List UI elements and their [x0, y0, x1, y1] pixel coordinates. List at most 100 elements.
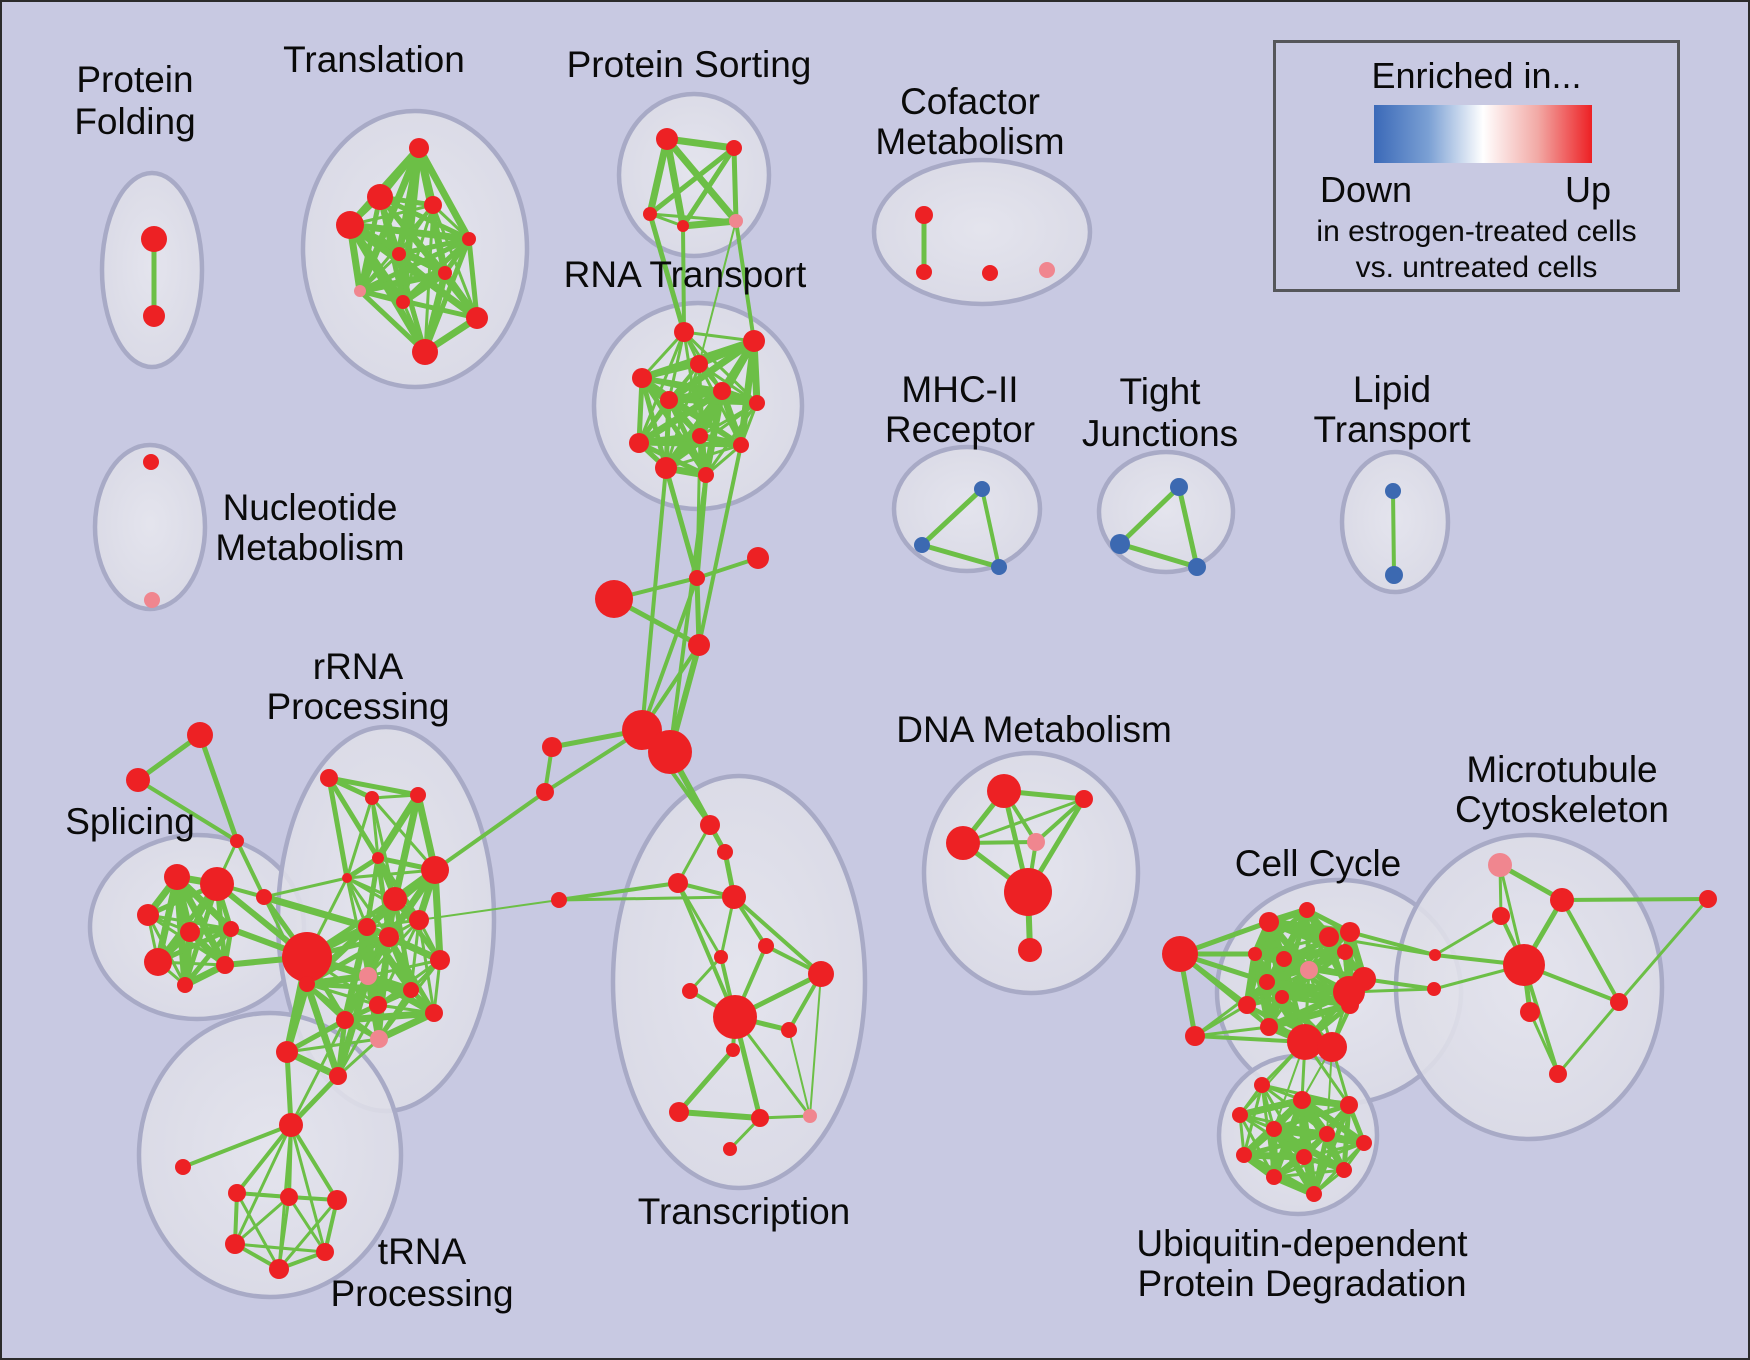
- node[interactable]: [228, 1184, 246, 1202]
- node[interactable]: [1110, 534, 1130, 554]
- node[interactable]: [327, 1190, 347, 1210]
- node[interactable]: [342, 873, 352, 883]
- node[interactable]: [1275, 990, 1289, 1004]
- node[interactable]: [1300, 961, 1318, 979]
- node[interactable]: [1337, 944, 1353, 960]
- node[interactable]: [1296, 1149, 1312, 1165]
- node[interactable]: [396, 295, 410, 309]
- node[interactable]: [425, 1004, 443, 1022]
- node[interactable]: [412, 339, 438, 365]
- node[interactable]: [1333, 976, 1365, 1008]
- node[interactable]: [141, 226, 167, 252]
- node[interactable]: [974, 481, 990, 497]
- node[interactable]: [276, 1041, 298, 1063]
- node[interactable]: [369, 996, 387, 1014]
- node[interactable]: [424, 196, 442, 214]
- node[interactable]: [1075, 790, 1093, 808]
- node[interactable]: [336, 211, 364, 239]
- node[interactable]: [690, 355, 708, 373]
- node[interactable]: [733, 437, 749, 453]
- node[interactable]: [354, 285, 366, 297]
- node[interactable]: [682, 983, 698, 999]
- node[interactable]: [144, 592, 160, 608]
- node[interactable]: [1287, 1024, 1323, 1060]
- node[interactable]: [462, 232, 476, 246]
- node[interactable]: [466, 307, 488, 329]
- node[interactable]: [143, 454, 159, 470]
- node[interactable]: [1340, 1096, 1358, 1114]
- node[interactable]: [713, 382, 731, 400]
- node[interactable]: [749, 395, 765, 411]
- node[interactable]: [143, 305, 165, 327]
- node[interactable]: [280, 1188, 298, 1206]
- node[interactable]: [1356, 1135, 1372, 1151]
- node[interactable]: [723, 1142, 737, 1156]
- node[interactable]: [1610, 993, 1628, 1011]
- node[interactable]: [1185, 1026, 1205, 1046]
- node[interactable]: [1004, 868, 1052, 916]
- node[interactable]: [1254, 1077, 1270, 1093]
- node[interactable]: [655, 457, 677, 479]
- node[interactable]: [392, 247, 406, 261]
- node[interactable]: [726, 140, 742, 156]
- node[interactable]: [144, 948, 172, 976]
- node[interactable]: [1488, 853, 1512, 877]
- node[interactable]: [717, 844, 733, 860]
- node[interactable]: [1039, 262, 1055, 278]
- node[interactable]: [164, 864, 190, 890]
- node[interactable]: [743, 330, 765, 352]
- node[interactable]: [1699, 890, 1717, 908]
- node[interactable]: [803, 1109, 817, 1123]
- node[interactable]: [668, 873, 688, 893]
- node[interactable]: [1427, 982, 1441, 996]
- node[interactable]: [1259, 912, 1279, 932]
- node[interactable]: [648, 730, 692, 774]
- node[interactable]: [698, 467, 714, 483]
- node[interactable]: [1248, 947, 1262, 961]
- node[interactable]: [1520, 1002, 1540, 1022]
- node[interactable]: [1550, 888, 1574, 912]
- node[interactable]: [1385, 566, 1403, 584]
- node[interactable]: [299, 976, 315, 992]
- node[interactable]: [692, 428, 708, 444]
- node[interactable]: [200, 867, 234, 901]
- node[interactable]: [359, 967, 377, 985]
- node[interactable]: [175, 1159, 191, 1175]
- node[interactable]: [1266, 1169, 1282, 1185]
- node[interactable]: [632, 368, 652, 388]
- node[interactable]: [372, 852, 384, 864]
- node[interactable]: [1319, 927, 1339, 947]
- node[interactable]: [279, 1113, 303, 1137]
- node[interactable]: [379, 927, 399, 947]
- node[interactable]: [536, 783, 554, 801]
- node[interactable]: [689, 570, 705, 586]
- node[interactable]: [669, 1102, 689, 1122]
- node[interactable]: [336, 1011, 354, 1029]
- node[interactable]: [177, 977, 193, 993]
- node[interactable]: [282, 932, 332, 982]
- node[interactable]: [1299, 902, 1315, 918]
- node[interactable]: [629, 433, 649, 453]
- node[interactable]: [1492, 907, 1510, 925]
- node[interactable]: [758, 938, 774, 954]
- node[interactable]: [595, 580, 633, 618]
- node[interactable]: [982, 265, 998, 281]
- node[interactable]: [677, 220, 689, 232]
- node[interactable]: [660, 391, 678, 409]
- node[interactable]: [656, 128, 678, 150]
- node[interactable]: [1276, 951, 1292, 967]
- node[interactable]: [256, 889, 272, 905]
- node[interactable]: [747, 547, 769, 569]
- node[interactable]: [726, 1043, 740, 1057]
- node[interactable]: [1188, 558, 1206, 576]
- node[interactable]: [216, 956, 234, 974]
- node[interactable]: [320, 769, 338, 787]
- node[interactable]: [316, 1243, 334, 1261]
- node[interactable]: [991, 559, 1007, 575]
- node[interactable]: [1340, 922, 1360, 942]
- node[interactable]: [409, 910, 429, 930]
- node[interactable]: [674, 322, 694, 342]
- node[interactable]: [1429, 949, 1441, 961]
- node[interactable]: [1236, 1147, 1252, 1163]
- node[interactable]: [1018, 938, 1042, 962]
